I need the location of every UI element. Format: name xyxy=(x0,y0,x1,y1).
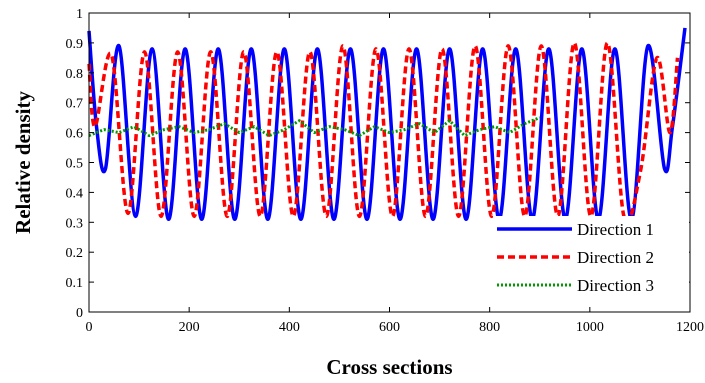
y-tick-label: 1 xyxy=(76,7,83,22)
x-tick-label: 0 xyxy=(86,320,93,335)
x-axis-title: Cross sections xyxy=(326,355,452,379)
x-tick-label: 200 xyxy=(179,320,200,335)
legend-label-1: Direction 1 xyxy=(577,220,654,239)
x-tick-label: 800 xyxy=(479,320,500,335)
y-axis-ticks: 0 0.1 0.2 0.3 0.4 0.5 0.6 0.7 0.8 0.9 1 xyxy=(66,7,690,321)
y-tick-label: 0.1 xyxy=(66,276,84,291)
legend-label-3: Direction 3 xyxy=(577,276,654,295)
y-tick-label: 0 xyxy=(76,306,83,321)
y-tick-label: 0.9 xyxy=(66,37,84,52)
x-tick-label: 1000 xyxy=(576,320,604,335)
y-axis-title: Relative density xyxy=(11,91,35,234)
y-tick-label: 0.7 xyxy=(66,97,84,112)
x-tick-label: 600 xyxy=(379,320,400,335)
x-tick-label: 400 xyxy=(279,320,300,335)
series-line-3 xyxy=(88,116,541,138)
series-line-2 xyxy=(87,41,680,225)
y-tick-label: 0.8 xyxy=(66,67,84,82)
y-tick-label: 0.6 xyxy=(66,127,84,142)
x-axis-ticks: 0 200 400 600 800 1000 1200 xyxy=(86,13,704,335)
y-tick-label: 0.5 xyxy=(66,157,84,172)
legend: Direction 1 Direction 2 Direction 3 xyxy=(493,216,689,302)
y-tick-label: 0.3 xyxy=(66,216,84,231)
legend-label-2: Direction 2 xyxy=(577,248,654,267)
plot-lines xyxy=(87,27,687,225)
y-tick-label: 0.2 xyxy=(66,246,84,261)
series-line-1 xyxy=(87,27,687,222)
y-tick-label: 0.4 xyxy=(66,186,84,201)
x-tick-label: 1200 xyxy=(676,320,704,335)
